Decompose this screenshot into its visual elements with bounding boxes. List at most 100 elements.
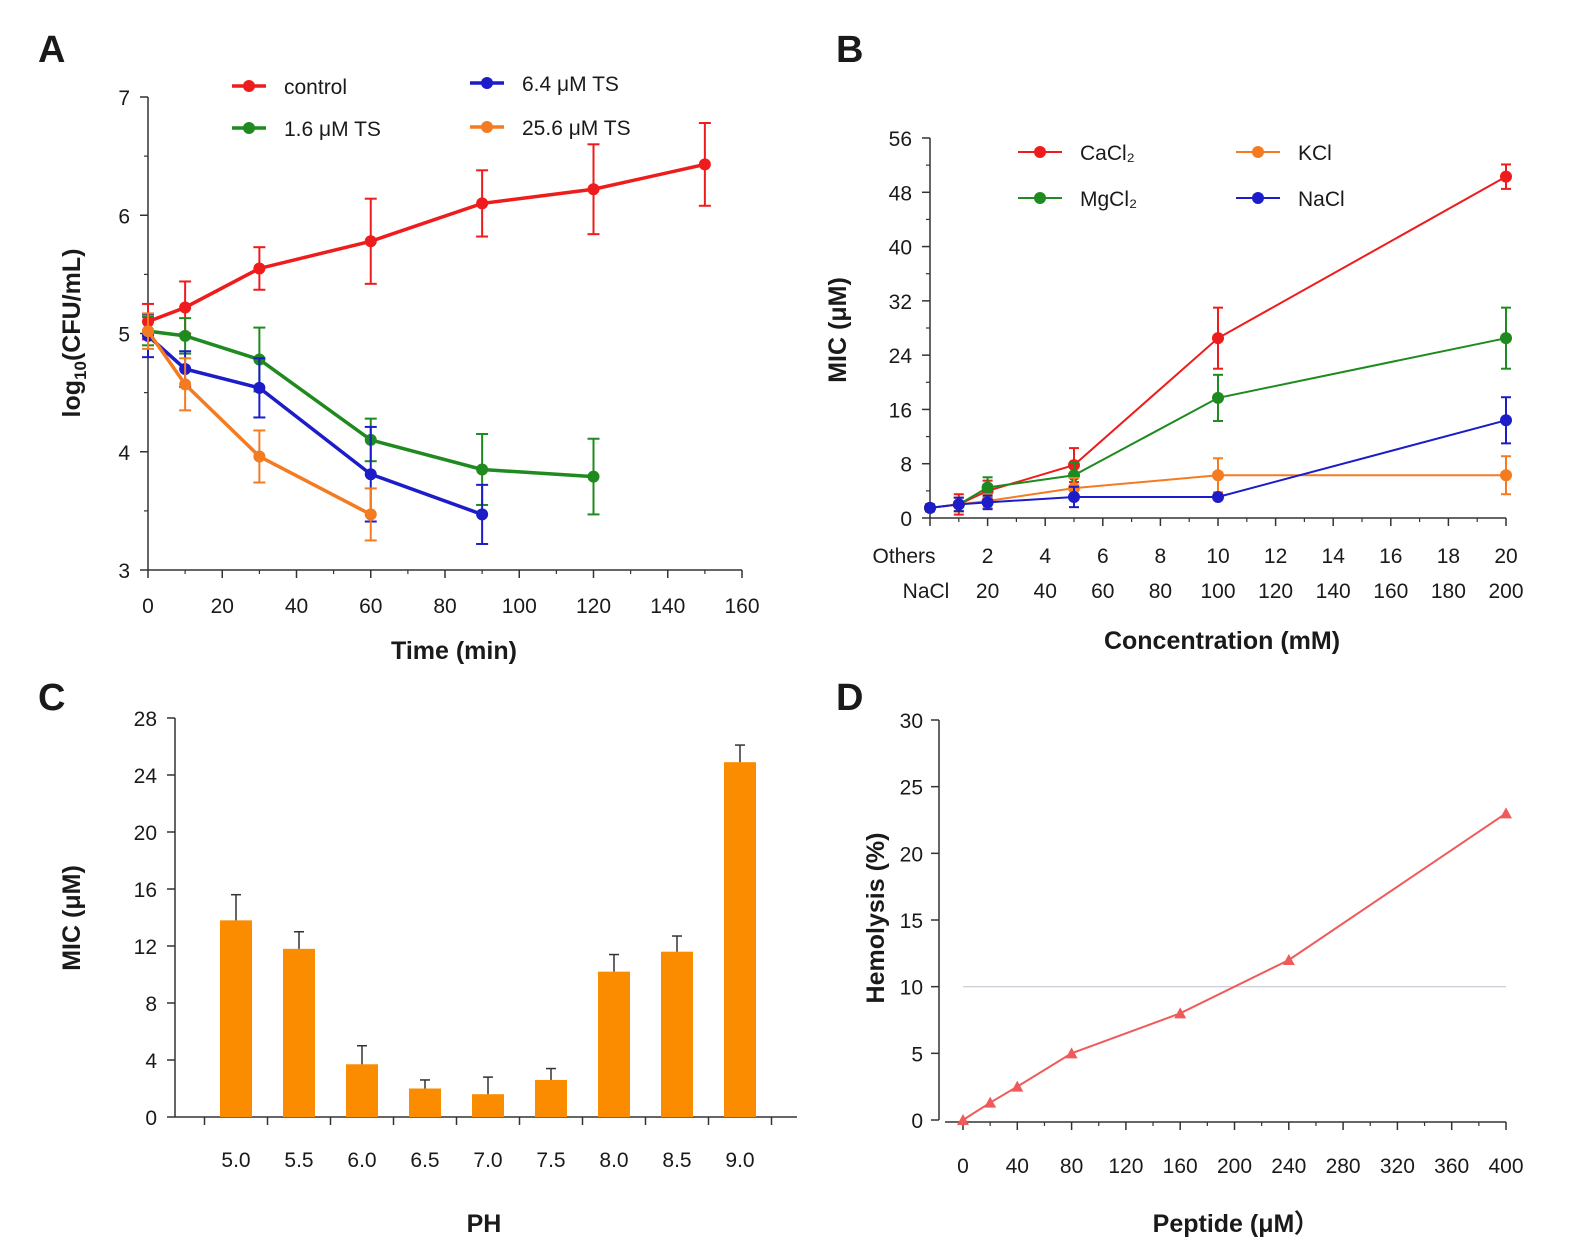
chart-b-x-tick-label-others: 2: [982, 545, 994, 568]
chart-b-x-tick-label-nacl: 160: [1373, 580, 1408, 603]
chart-a-series-0-point: [476, 197, 489, 210]
chart-c-y-tick-label: 20: [134, 822, 157, 845]
chart-b-x-tick-label-nacl: 180: [1431, 580, 1466, 603]
chart-a-series-0-point: [587, 183, 600, 196]
chart-c-y-tick-label: 8: [145, 993, 157, 1016]
chart-b-legend-marker: [1034, 146, 1046, 158]
chart-c-bar: [472, 1094, 504, 1117]
chart-b-series-3-point: [1068, 490, 1080, 503]
chart-a-ylabel-rest: (CFU/mL): [58, 249, 86, 361]
chart-d-y-tick-label: 20: [900, 843, 923, 866]
chart-d-y-tick-label: 10: [900, 977, 923, 1000]
chart-b-x-tick-label-others: 4: [1039, 545, 1051, 568]
chart-c-bar: [724, 762, 756, 1117]
chart-a-ylabel-main: log: [58, 380, 86, 418]
chart-a-x-tick-label: 60: [359, 595, 382, 618]
chart-d-x-tick-label: 120: [1108, 1155, 1143, 1178]
chart-c-bar: [535, 1079, 567, 1117]
chart-c-y-tick-label: 4: [145, 1050, 157, 1073]
chart-b-x-tick-label-others: 14: [1322, 545, 1346, 568]
chart-a-y-tick-label: 4: [118, 442, 130, 465]
chart-b-x-tick-label-others: 20: [1494, 545, 1517, 568]
chart-d-y-tick-label: 25: [900, 777, 923, 800]
chart-c-y-tick-label: 12: [134, 936, 157, 959]
chart-b-x-tick-label-nacl: 100: [1200, 580, 1235, 603]
chart-b-y-tick-label: 16: [889, 399, 912, 422]
chart-a-series-3-point: [364, 508, 377, 521]
chart-a-x-tick-label: 160: [724, 595, 759, 618]
chart-a-series-0-line: [147, 162, 706, 324]
chart-d-x-tick-label: 0: [957, 1155, 969, 1178]
chart-a-series-3-point: [142, 325, 154, 338]
chart-d-point: [1011, 1080, 1024, 1092]
chart-b-legend-marker: [1252, 192, 1264, 204]
chart-c-y-tick-label: 24: [134, 765, 158, 788]
chart-a-series-2-line: [146, 334, 483, 517]
chart-a-x-tick-label: 140: [650, 595, 685, 618]
panel-label-d: D: [836, 677, 863, 719]
chart-a-x-tick-label: 120: [576, 595, 611, 618]
chart-a-legend-marker: [243, 80, 255, 92]
chart-a-x-tick-label: 20: [211, 595, 234, 618]
chart-b-x-tick-label-nacl: 200: [1488, 580, 1523, 603]
chart-b-y-tick-label: 8: [900, 454, 912, 477]
chart-a-legend-label: 1.6 μM TS: [284, 118, 381, 141]
chart-b-legend-marker: [1252, 146, 1264, 158]
chart-a-y-tick-label: 5: [118, 324, 130, 347]
chart-b-y-tick-label: 0: [900, 508, 912, 531]
chart-c-plot: 0 4 8 12 16 20 24 28 5.0 5.5 6.0 6.5 7.0 7.5 8.0 8.5 9.0: [134, 708, 797, 1172]
chart-b-y-tick-label: 32: [889, 291, 912, 314]
chart-c-ylabel: MIC (μM): [58, 865, 86, 971]
chart-d-x-tick-label: 280: [1326, 1155, 1361, 1178]
chart-c-bar: [598, 971, 630, 1117]
chart-b-x-tick-label-others: Others: [872, 545, 935, 568]
chart-b-x-tick-label-nacl: 80: [1149, 580, 1172, 603]
chart-b-series-2-point: [1500, 469, 1512, 482]
chart-b-series-3-point: [1500, 414, 1512, 427]
chart-a-x-tick-label: 80: [433, 595, 456, 618]
chart-d-line: [962, 812, 1507, 1121]
chart-a-y-tick-label: 6: [118, 205, 130, 228]
chart-c-bar: [346, 1064, 378, 1117]
chart-c-bar: [661, 951, 693, 1117]
chart-b-x-tick-label-nacl: 20: [976, 580, 999, 603]
chart-d-plot: 0 5 10 15 20 25 30 0 40 80 120 160 200 240 280 320 360 40…: [900, 710, 1524, 1178]
chart-a-ylabel: log10(CFU/mL): [58, 249, 90, 418]
chart-c-bar: [409, 1088, 441, 1117]
chart-d-point: [1500, 807, 1512, 819]
chart-c-x-tick-label: 8.5: [662, 1149, 691, 1172]
chart-b-series-3-point: [1212, 490, 1224, 503]
chart-c-x-tick-label: 7.5: [536, 1149, 565, 1172]
chart-d-point: [1174, 1007, 1187, 1019]
chart-a-series-2-point: [253, 381, 266, 394]
chart-b-x-tick-label-nacl: NaCl: [903, 580, 950, 603]
chart-a-series-0-point: [364, 235, 377, 248]
chart-b-y-tick-label: 40: [889, 237, 912, 260]
chart-b-x-tick-label-nacl: 40: [1034, 580, 1057, 603]
chart-a-y-tick-label: 3: [118, 560, 130, 583]
chart-b-series-2-point: [1212, 469, 1224, 482]
chart-d-y-tick-label: 30: [900, 710, 923, 733]
chart-b-series-0-point: [1500, 170, 1512, 183]
chart-a-legend-marker: [481, 77, 493, 89]
chart-d-x-tick-label: 200: [1217, 1155, 1252, 1178]
chart-d-x-tick-label: 160: [1163, 1155, 1198, 1178]
chart-d-point: [1065, 1047, 1078, 1059]
chart-a-xlabel: Time (min): [391, 637, 517, 665]
chart-c-bar: [283, 948, 315, 1117]
chart-b-y-tick-label: 56: [889, 128, 912, 151]
chart-d-x-tick-label: 80: [1060, 1155, 1083, 1178]
chart-b-y-tick-label: 24: [889, 345, 913, 368]
chart-b-series-1-point: [981, 481, 994, 494]
chart-c-y-tick-label: 28: [134, 708, 157, 731]
chart-a-legend-label: control: [284, 76, 347, 99]
chart-c-y-tick-label: 16: [134, 879, 157, 902]
chart-d-point: [1282, 954, 1295, 965]
chart-a-legend-marker: [481, 121, 493, 133]
chart-d-y-tick-label: 5: [911, 1043, 923, 1066]
chart-a-series-3-line: [146, 330, 372, 516]
chart-a-series-1-line: [147, 329, 594, 479]
chart-a-plot: 0 20 40 60 80 100 120 140 160 3 4 5 6 7 control 1.6 μM …: [118, 73, 759, 618]
chart-c-x-tick-label: 9.0: [725, 1149, 754, 1172]
chart-b-x-tick-label-nacl: 140: [1316, 580, 1351, 603]
